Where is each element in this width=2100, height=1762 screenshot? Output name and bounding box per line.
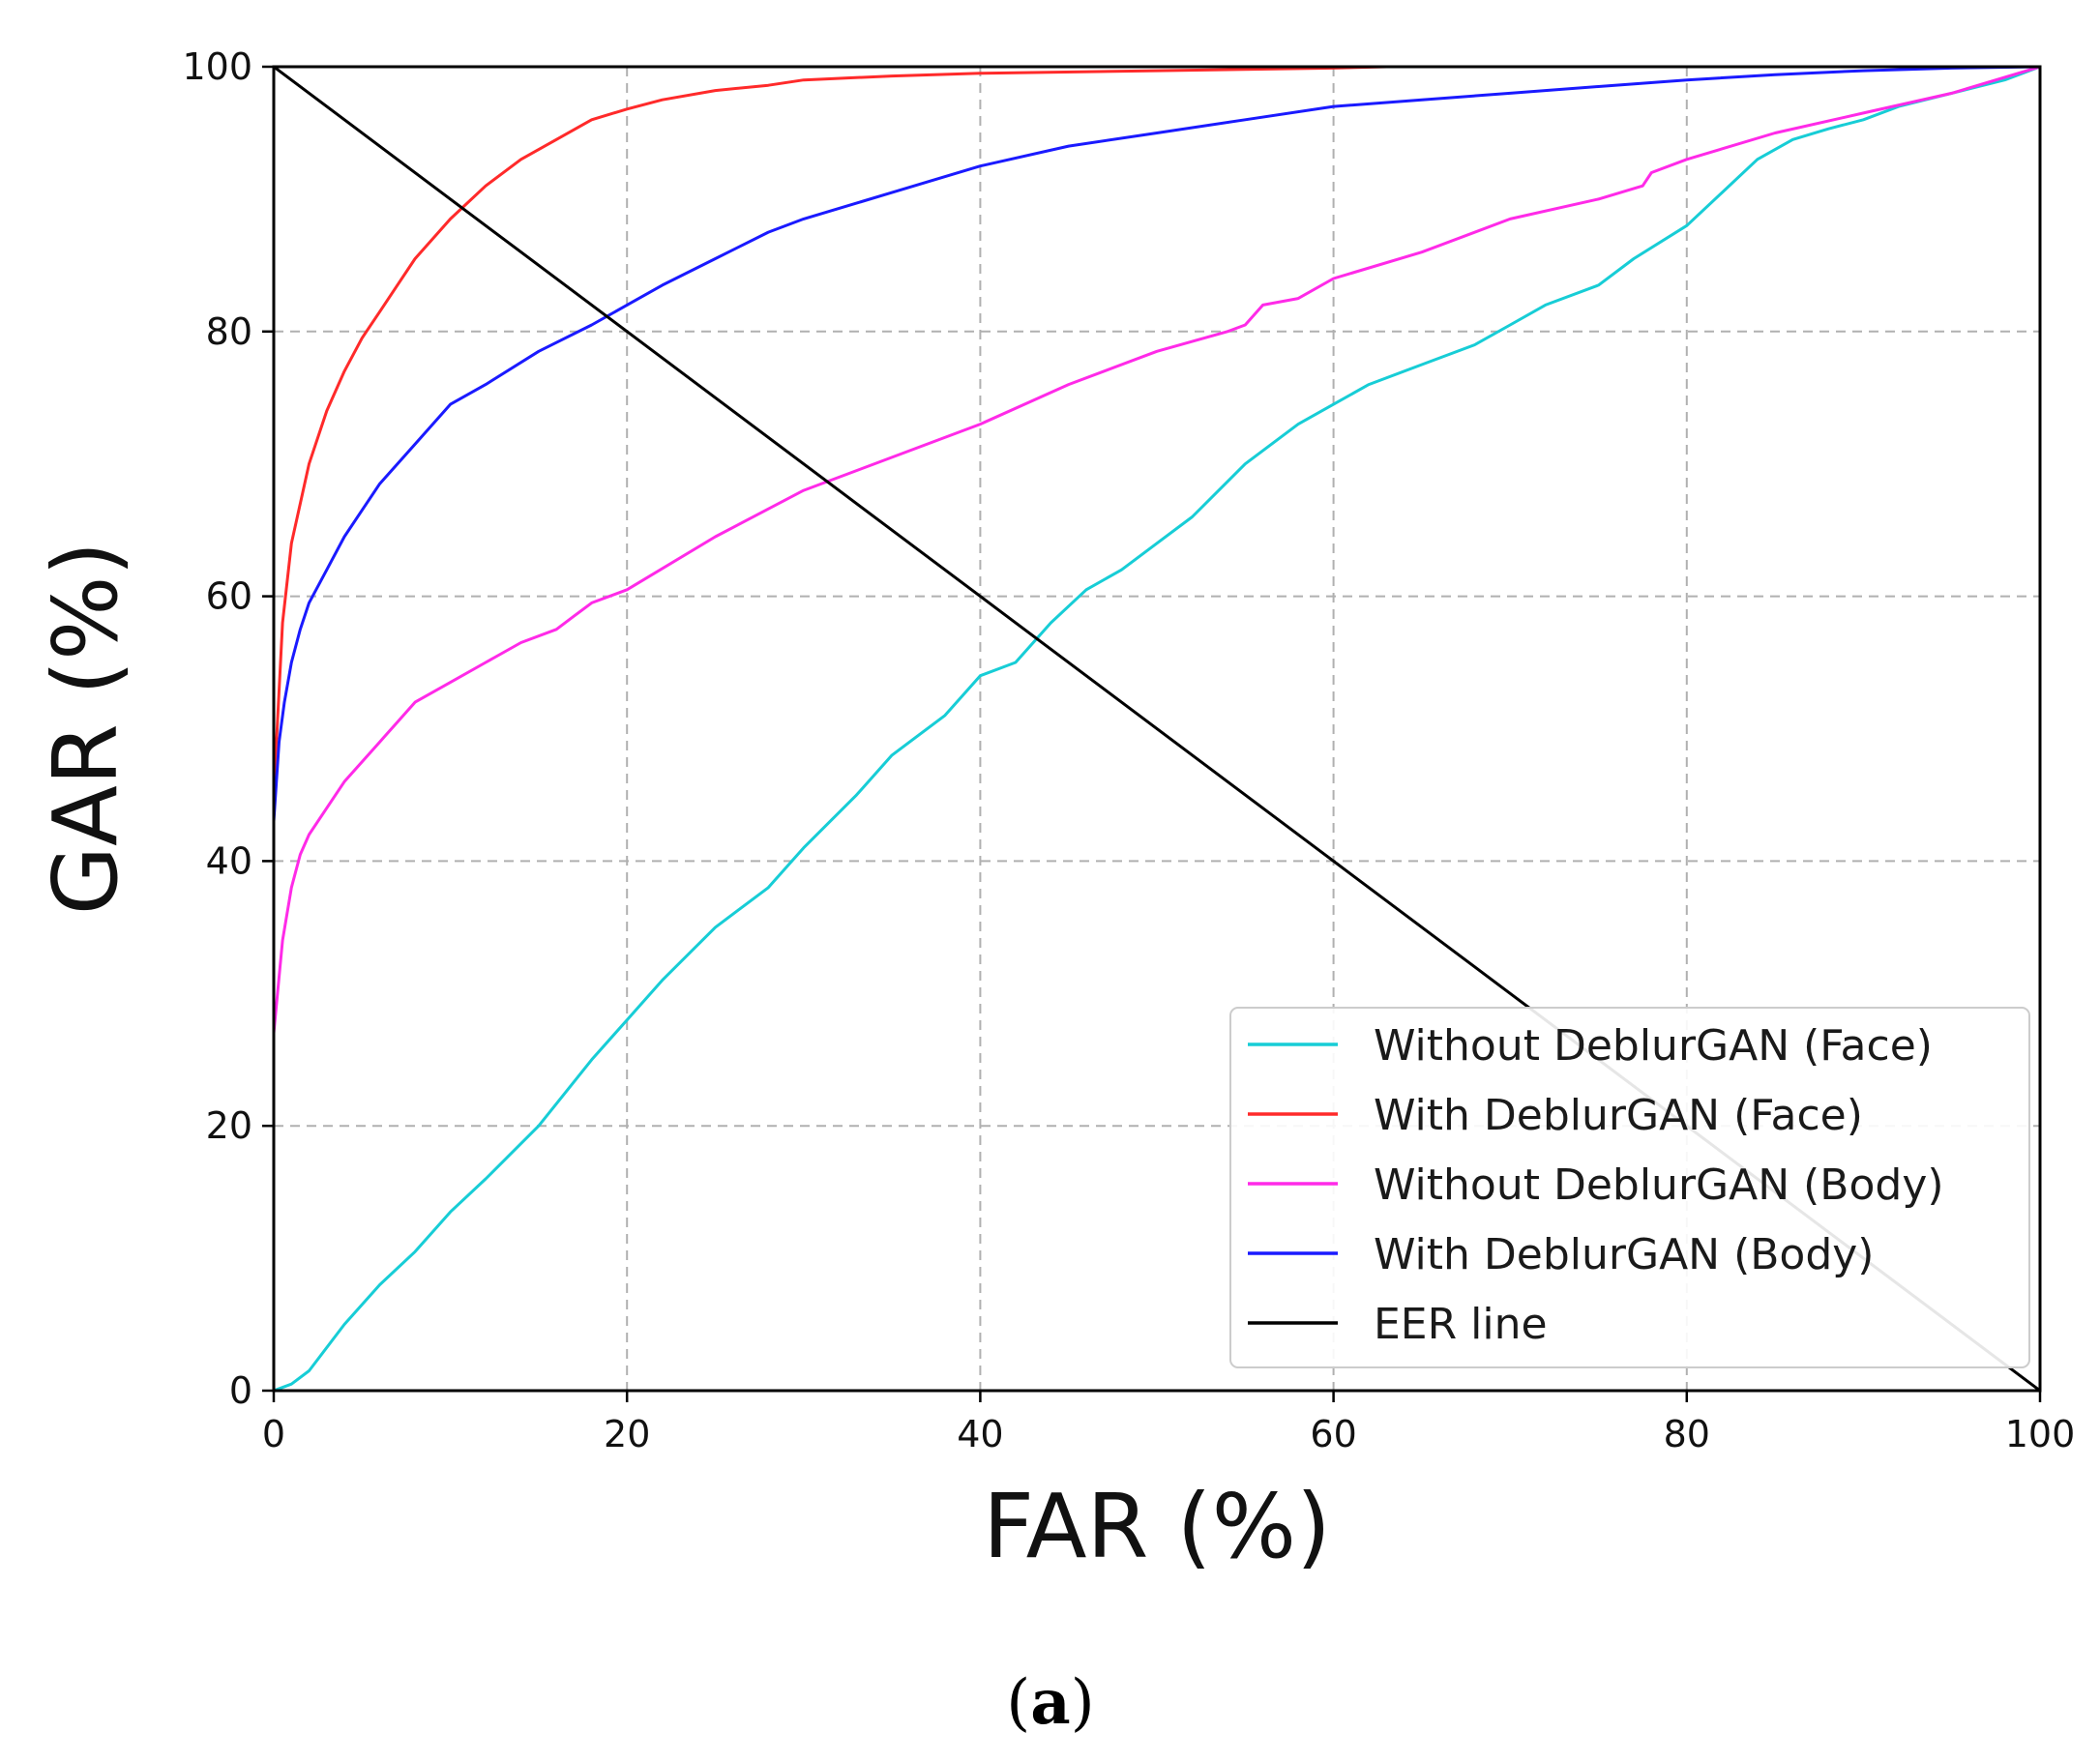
x-tick-label: 0: [262, 1413, 285, 1455]
caption-letter: a: [1030, 1666, 1070, 1739]
y-tick-label: 100: [182, 45, 252, 88]
legend-label: Without DeblurGAN (Body): [1374, 1160, 1944, 1210]
legend-label: With DeblurGAN (Face): [1374, 1091, 1863, 1140]
x-tick-label: 60: [1310, 1413, 1356, 1455]
y-tick-label: 60: [206, 575, 252, 618]
legend-label: With DeblurGAN (Body): [1374, 1230, 1874, 1279]
plot-frame: [272, 65, 2042, 1393]
x-tick-label: 100: [2005, 1413, 2076, 1455]
series-line-with-deblurgan-face: [274, 67, 2040, 795]
series-line-without-deblurgan-face: [274, 67, 2040, 1391]
legend-label: Without DeblurGAN (Face): [1374, 1021, 1933, 1071]
legend-label: EER line: [1374, 1300, 1548, 1349]
y-tick-label: 0: [229, 1369, 252, 1412]
x-tick-label: 20: [604, 1413, 650, 1455]
axis-ticks: 0 20 40 60 80 100 0 20 40 60 80 100: [182, 45, 2075, 1455]
series-line-with-deblurgan-body: [274, 67, 2040, 822]
series-line-without-deblurgan-body: [274, 67, 2040, 1034]
y-tick-label: 40: [206, 839, 252, 882]
y-tick-label: 20: [206, 1104, 252, 1147]
x-tick-label: 40: [957, 1413, 1003, 1455]
caption-close-paren: ): [1071, 1667, 1095, 1739]
caption: (a): [1006, 1666, 1094, 1739]
x-tick-label: 80: [1664, 1413, 1710, 1455]
y-tick-label: 80: [206, 310, 252, 353]
legend-box: [1229, 1007, 2030, 1368]
caption-open-paren: (: [1006, 1667, 1030, 1739]
y-axis-title: GAR (%): [34, 542, 137, 916]
x-axis-title: FAR (%): [983, 1475, 1331, 1578]
legend: Without DeblurGAN (Face) With DeblurGAN (…: [1229, 1007, 2030, 1368]
